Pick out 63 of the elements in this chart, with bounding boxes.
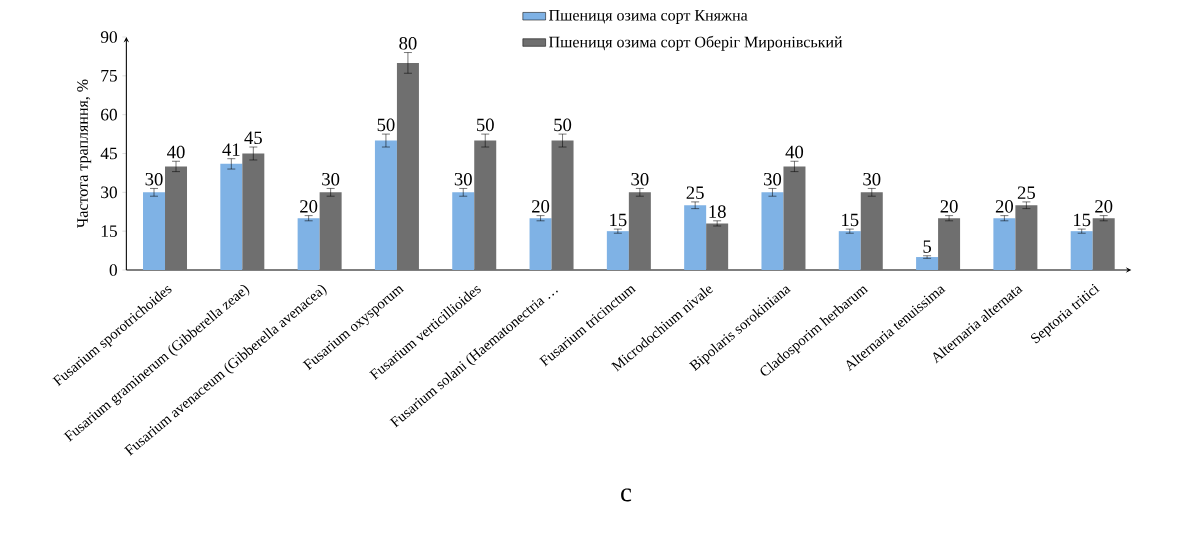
bar	[474, 140, 497, 270]
bar	[452, 192, 475, 270]
data-label: 30	[322, 172, 340, 186]
bar	[860, 192, 883, 270]
data-label: 15	[610, 213, 627, 227]
data-label: 50	[377, 118, 395, 132]
bar	[706, 223, 729, 270]
y-axis-title: Частота трапляння, %	[77, 79, 92, 228]
y-tick-label: 0	[109, 264, 117, 276]
data-label: 45	[244, 131, 262, 145]
text: c	[621, 488, 632, 502]
data-label: 20	[532, 200, 550, 213]
bar	[297, 218, 320, 270]
data-label: 50	[554, 118, 572, 132]
y-tick-label: 75	[101, 70, 117, 82]
y-tick-label: 30	[101, 186, 117, 199]
data-label: 15	[1073, 213, 1091, 227]
y-tick-label: 90	[100, 31, 117, 43]
data-label: 40	[785, 145, 804, 159]
bar	[1092, 218, 1115, 270]
bar	[242, 153, 265, 270]
bar	[993, 218, 1016, 270]
bar	[529, 218, 552, 270]
bar	[628, 192, 651, 270]
data-label: 30	[764, 172, 782, 186]
bar	[319, 192, 342, 270]
bar	[220, 163, 243, 270]
bar	[684, 205, 707, 270]
data-label: 5	[923, 240, 932, 253]
data-label: 15	[842, 213, 859, 227]
bar	[761, 192, 784, 270]
data-label: 30	[145, 172, 163, 186]
data-label: 80	[399, 37, 417, 50]
data-label: 40	[167, 145, 185, 159]
bar	[838, 231, 861, 270]
legend-label: Пшениця озима сорт Оберіг Миронівський	[548, 35, 843, 51]
data-label: 25	[686, 186, 704, 199]
data-label: 18	[709, 205, 726, 218]
bar	[916, 257, 939, 270]
data-label: 30	[631, 172, 649, 186]
data-label: 30	[454, 172, 472, 186]
y-tick-label: 60	[101, 108, 117, 121]
data-label: 25	[1017, 186, 1035, 199]
data-label: 20	[940, 200, 958, 213]
y-tick-label: 45	[100, 147, 117, 160]
bar	[374, 140, 397, 270]
y-tick-label: 15	[101, 225, 117, 237]
bar	[1070, 231, 1093, 270]
data-label: 20	[995, 200, 1013, 213]
bar	[165, 166, 188, 270]
data-label: 30	[863, 172, 881, 186]
bar	[396, 62, 419, 270]
bar	[1015, 205, 1038, 270]
bar	[606, 231, 629, 270]
data-label: 41	[222, 143, 240, 156]
data-label: 20	[1095, 200, 1113, 213]
bar	[551, 140, 574, 270]
bar	[143, 192, 166, 270]
data-label: 50	[477, 118, 494, 132]
bar	[783, 166, 806, 270]
data-label: 20	[300, 200, 318, 213]
bar	[938, 218, 961, 270]
legend-label: Пшениця озима сорт Княжна	[548, 9, 748, 24]
